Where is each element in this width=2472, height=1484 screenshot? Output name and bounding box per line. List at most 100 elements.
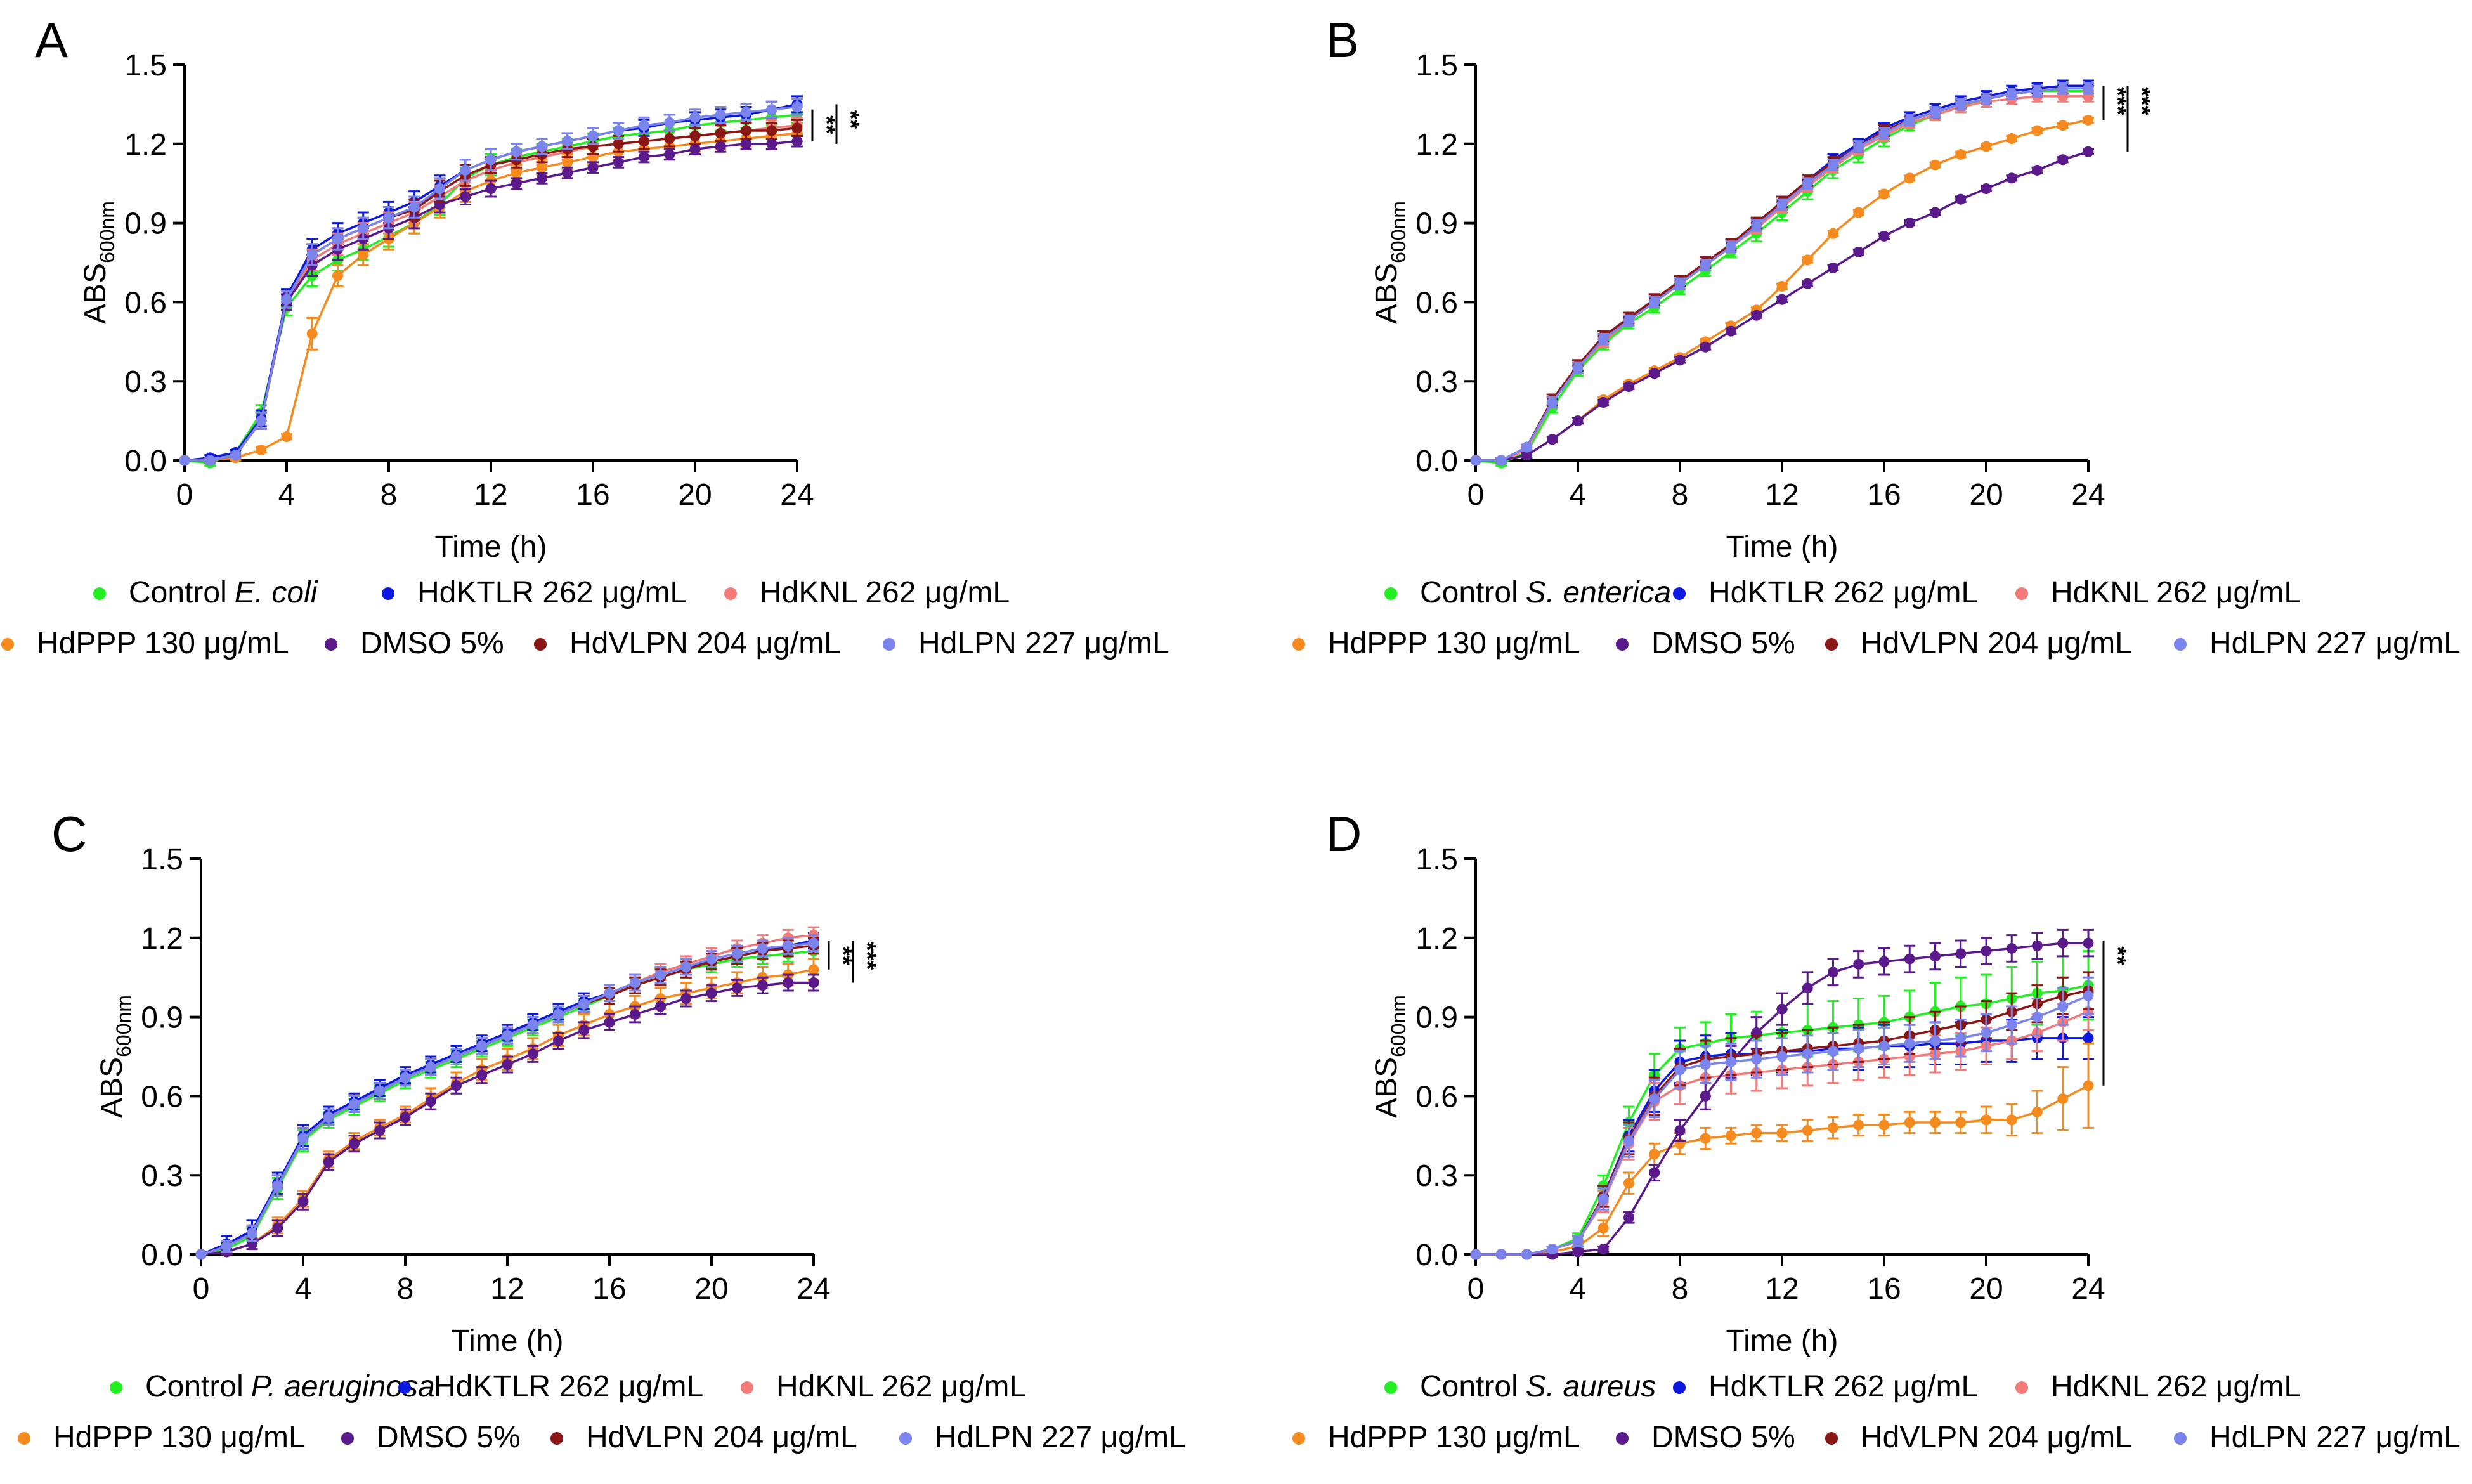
data-point (1853, 141, 1864, 152)
legend-label: HdLPN 227 μg/mL (2209, 1421, 2461, 1454)
legend-label: HdKTLR 262 μg/mL (1708, 576, 1978, 609)
data-point (511, 146, 522, 157)
data-point (537, 162, 547, 173)
panel-b: B 0.0 0.3 0.6 0.9 1.2 1.5 0 4 8 12 16 20 24 Time (h) AB… (1292, 12, 2461, 660)
legend-marker (398, 1381, 411, 1394)
y-tick-label: 0.0 (1415, 1239, 1458, 1272)
data-point (1572, 1246, 1584, 1258)
legend-item: Control S. aureus (1384, 1370, 1656, 1403)
legend-marker (341, 1432, 354, 1445)
panel-label: A (35, 12, 68, 68)
data-point (1495, 455, 1507, 466)
legend-label: Control E. coli (129, 576, 318, 609)
y-tick-label: 0.6 (1415, 286, 1458, 320)
data-point (1981, 183, 1992, 195)
data-point (1470, 1249, 1481, 1260)
data-point (731, 948, 743, 960)
legend-label: HdKNL 262 μg/mL (760, 576, 1010, 609)
data-point (783, 977, 794, 989)
series-line (1476, 84, 2088, 462)
panel-label: B (1326, 12, 1359, 68)
data-point (664, 148, 675, 160)
y-axis-title-main: ABS (1370, 1057, 1403, 1118)
data-point (1597, 1244, 1609, 1255)
legend-item: HdPPP 130 μg/mL (1292, 627, 1580, 660)
data-point (553, 1035, 564, 1046)
y-tick-label: 0.9 (1415, 207, 1458, 241)
data-point (783, 940, 794, 951)
x-tick-label: 20 (1969, 1272, 2003, 1306)
panel-label: C (51, 806, 87, 862)
data-point (706, 953, 717, 965)
data-point (1623, 381, 1634, 393)
data-point (400, 1072, 411, 1083)
legend-marker (2174, 638, 2187, 651)
data-point (1674, 1124, 1686, 1136)
data-point (1802, 278, 1813, 289)
data-point (1930, 1117, 1941, 1128)
data-point (655, 969, 666, 980)
data-point (766, 125, 777, 136)
legend-item: HdVLPN 204 μg/mL (1825, 627, 2132, 660)
x-tick-label: 0 (176, 478, 193, 512)
legend-item: HdKTLR 262 μg/mL (1673, 576, 1978, 609)
legend-label-main: HdKTLR 262 μg/mL (434, 1370, 703, 1403)
legend-label-species: S. aureus (1526, 1370, 1656, 1403)
significance-label: ** (837, 110, 864, 129)
data-point (1981, 93, 1992, 105)
y-axis-title: ABS600nm (1370, 995, 1410, 1118)
data-point (425, 1062, 436, 1073)
data-point (1955, 148, 1967, 160)
series-line (200, 981, 814, 1256)
x-tick-label: 8 (397, 1272, 414, 1306)
x-tick-label: 24 (2071, 478, 2105, 512)
legend-label: DMSO 5% (360, 627, 504, 660)
legend-marker (1673, 1381, 1686, 1394)
y-tick-label: 0.9 (124, 207, 167, 241)
data-point (2057, 82, 2069, 94)
data-point (741, 125, 751, 136)
y-tick-label: 1.5 (141, 843, 183, 876)
data-point (2006, 942, 2017, 954)
data-point (1470, 455, 1481, 466)
series-4 (179, 134, 803, 466)
data-point (1674, 355, 1686, 366)
legend-item: HdKTLR 262 μg/mL (382, 576, 687, 609)
legend-label-main: DMSO 5% (377, 1421, 521, 1454)
data-point (349, 1138, 360, 1149)
data-point (1776, 280, 1788, 292)
legend-marker (93, 587, 106, 600)
data-point (179, 455, 190, 466)
legend-marker (1825, 638, 1838, 651)
legend-item: HdKTLR 262 μg/mL (1673, 1370, 1978, 1403)
legend-marker (741, 1381, 753, 1394)
legend-item: HdLPN 227 μg/mL (899, 1421, 1186, 1454)
y-axis-title-sub: 600nm (1387, 201, 1410, 263)
legend-item: HdPPP 130 μg/mL (1292, 1421, 1580, 1454)
data-point (1776, 1051, 1788, 1062)
legend-label-main: HdKNL 262 μg/mL (2051, 1370, 2301, 1403)
legend-label-main: DMSO 5% (360, 627, 504, 660)
data-point (247, 1228, 257, 1239)
y-axis-title-main: ABS (95, 1057, 129, 1118)
legend-label: HdKNL 262 μg/mL (776, 1370, 1026, 1403)
data-point (1547, 1244, 1558, 1255)
data-point (689, 143, 701, 155)
data-point (1930, 951, 1941, 962)
legend-label: HdVLPN 204 μg/mL (569, 627, 841, 660)
data-point (2006, 172, 2017, 184)
legend-item: HdLPN 227 μg/mL (2174, 1421, 2461, 1454)
legend-label: HdLPN 227 μg/mL (918, 627, 1169, 660)
data-point (562, 136, 573, 147)
data-point (1802, 178, 1813, 189)
data-point (349, 1098, 360, 1110)
data-point (204, 455, 216, 466)
legend-label: HdVLPN 204 μg/mL (586, 1421, 857, 1454)
legend-label-main: HdKTLR 262 μg/mL (1708, 1370, 1978, 1403)
data-point (1878, 1119, 1890, 1131)
x-tick-label: 12 (490, 1272, 524, 1306)
series-6 (195, 934, 819, 1260)
data-point (1955, 193, 1967, 205)
y-axis-title: ABS600nm (79, 201, 119, 324)
data-point (1878, 956, 1890, 967)
